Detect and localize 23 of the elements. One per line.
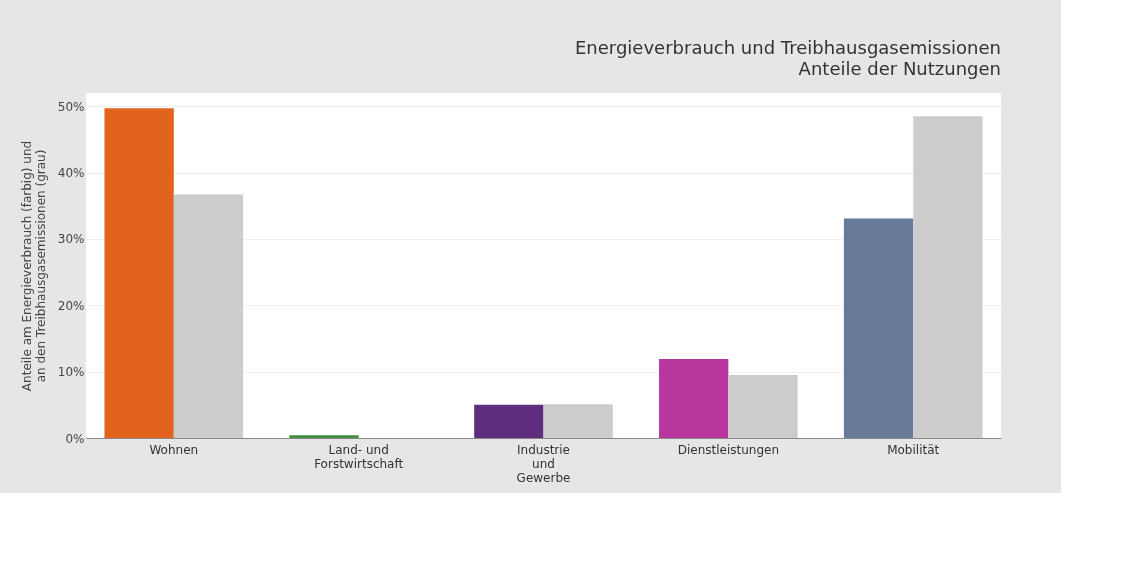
bar	[913, 116, 983, 438]
x-tick-label: Land- und Forstwirtschaft	[314, 442, 404, 471]
bar	[104, 108, 174, 438]
x-tick-label: Industrie und Gewerbe	[516, 442, 571, 485]
x-tick-label: Mobilität	[887, 442, 940, 457]
y-tick-label: 40%	[57, 166, 85, 181]
y-tick-label: 10%	[57, 365, 85, 380]
bar	[474, 404, 544, 438]
chart-title: Energieverbrauch und Treibhausgasemissionen	[574, 37, 1001, 58]
y-tick-label: 20%	[57, 298, 85, 313]
bar	[289, 435, 359, 438]
bar	[173, 194, 244, 438]
y-axis-title: Anteile am Energieverbrauch (farbig) und an den Treibhausgasemissionen (grau)	[19, 140, 48, 392]
chart-subtitle: Anteile der Nutzungen	[798, 58, 1001, 79]
x-tick-label: Wohnen	[149, 442, 199, 457]
x-tick-label: Dienstleistungen	[677, 442, 780, 457]
y-tick-label: 50%	[57, 99, 85, 114]
bar	[843, 218, 914, 438]
bar	[659, 359, 729, 438]
y-tick-label: 0%	[65, 431, 85, 446]
bar	[728, 374, 798, 438]
bar	[543, 404, 613, 438]
y-tick-label: 30%	[57, 232, 85, 247]
